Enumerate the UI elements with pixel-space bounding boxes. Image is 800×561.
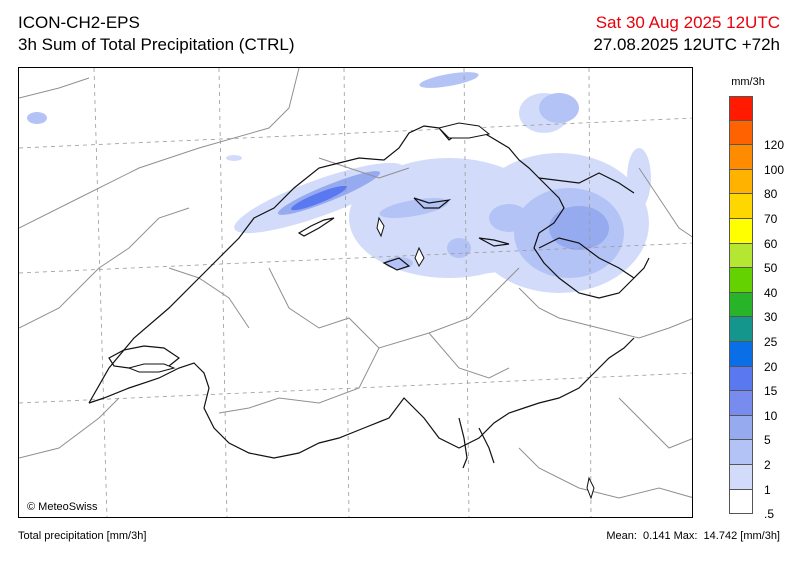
legend-label: 100: [764, 162, 785, 177]
legend-label: 5: [764, 433, 771, 448]
legend-label: 20: [764, 359, 778, 374]
legend-label: 80: [764, 187, 778, 202]
legend-swatch: 2: [729, 440, 771, 471]
color-legend: 120 100 80 70 60 50 40 30 25 20 15 10 5 2 1 .5: [729, 96, 784, 520]
legend-label: 1: [764, 482, 771, 497]
legend-label: 120: [764, 138, 785, 153]
legend-label: 25: [764, 334, 778, 349]
time-block: Sat 30 Aug 2025 12UTC 27.08.2025 12UTC +…: [593, 12, 780, 56]
grid-lines: [19, 68, 692, 517]
legend-swatch: .5: [729, 489, 774, 520]
legend-label: 30: [764, 310, 778, 325]
variable-label: Total precipitation [mm/3h]: [18, 530, 147, 542]
legend-swatch: 120: [729, 120, 784, 151]
legend-label: 50: [764, 261, 778, 276]
title-block: ICON-CH2-EPS 3h Sum of Total Precipitati…: [18, 12, 295, 56]
legend-unit: mm/3h: [731, 76, 765, 88]
model-name: ICON-CH2-EPS: [18, 13, 140, 32]
legend-swatch: 70: [729, 194, 777, 225]
legend-swatch: 100: [729, 145, 784, 176]
admin-boundaries: [19, 68, 692, 499]
legend-label: 70: [764, 211, 778, 226]
legend-swatch: 15: [729, 366, 777, 397]
valid-time: Sat 30 Aug 2025 12UTC: [595, 13, 780, 32]
legend-swatch: 25: [729, 317, 777, 348]
legend-swatch: 20: [729, 341, 777, 373]
legend-swatch: 50: [729, 243, 777, 274]
legend-label: 60: [764, 236, 778, 251]
legend-swatch: 10: [729, 391, 777, 422]
legend-swatch: 5: [729, 415, 771, 446]
run-info: 27.08.2025 12UTC +72h: [593, 35, 780, 54]
legend-label: 10: [764, 408, 778, 423]
legend-label: .5: [764, 507, 775, 522]
legend-label: 15: [764, 384, 778, 399]
legend-swatch: [729, 96, 753, 121]
stats-label: Mean: 0.141 Max: 14.742 [mm/3h]: [606, 530, 780, 542]
precipitation-layer: [27, 72, 651, 293]
legend-swatch: 30: [729, 292, 777, 323]
legend-label: 40: [764, 285, 778, 300]
legend-swatch: 1: [729, 464, 771, 496]
legend-swatch: 60: [729, 218, 777, 250]
map-canvas: [19, 68, 692, 517]
lakes: [127, 122, 595, 500]
legend-swatch: 80: [729, 169, 777, 200]
product-name: 3h Sum of Total Precipitation (CTRL): [18, 35, 295, 54]
precipitation-map[interactable]: © MeteoSwiss: [18, 67, 693, 518]
legend-swatch: 40: [729, 268, 777, 299]
legend-label: 2: [764, 457, 771, 472]
copyright-label: © MeteoSwiss: [25, 501, 100, 513]
